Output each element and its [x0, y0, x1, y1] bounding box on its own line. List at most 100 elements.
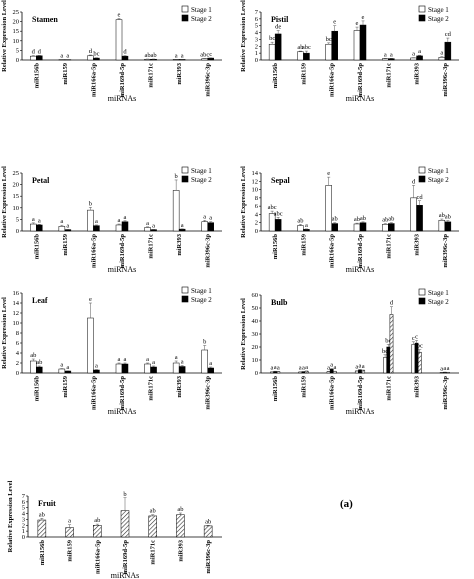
chart-title: Pistil [271, 15, 289, 24]
x-tick-label: miR396c-3p [442, 376, 449, 410]
bar [121, 55, 129, 61]
bar [382, 58, 389, 61]
legend-label: Stage 2 [428, 176, 449, 184]
bar [30, 223, 37, 232]
x-axis-label: miRNAs [346, 407, 374, 416]
significance-label: a [66, 364, 69, 371]
significance-label: ab [354, 216, 360, 223]
chart-title: Sepal [271, 176, 290, 185]
significance-label: a [440, 50, 443, 57]
x-tick-label: miR166a-5p [90, 234, 97, 268]
significance-label: bc [385, 337, 391, 344]
significance-label: a [124, 214, 127, 221]
significance-label: a [299, 365, 302, 372]
y-tick-label: 8 [255, 195, 258, 202]
significance-label: c [209, 51, 212, 58]
significance-label: a [305, 364, 308, 371]
legend-swatch [418, 5, 426, 13]
y-tick-label: 3 [22, 516, 25, 523]
y-tick-label: 10 [252, 187, 259, 194]
chart-petal: Relative Expression Level 0 5 10 15 20 25 Petal… [1, 166, 222, 274]
y-tick-label: 14 [13, 300, 20, 307]
x-tick-label: miR169d-5p [357, 63, 364, 98]
significance-label: a [175, 52, 178, 59]
significance-label: a [412, 51, 415, 58]
chart-title: Leaf [32, 296, 48, 305]
chart-title: Bulb [271, 298, 288, 307]
significance-label: a [95, 218, 98, 225]
bar [203, 525, 213, 538]
bar [93, 369, 100, 374]
bar [326, 371, 331, 374]
bar [270, 371, 274, 374]
legend-swatch [418, 14, 426, 22]
legend-label: Stage 2 [428, 298, 449, 306]
x-tick-label: miR171c [148, 234, 155, 259]
significance-label: d [412, 178, 416, 185]
bar [201, 221, 208, 232]
significance-label: b [175, 173, 178, 180]
bar [388, 58, 395, 61]
bar [150, 229, 157, 232]
bar [36, 55, 43, 61]
bar [201, 349, 208, 374]
bar [30, 55, 37, 61]
bar [410, 57, 417, 61]
bar [115, 363, 123, 374]
x-axis-label: miRNAs [346, 94, 374, 103]
x-tick-label: miR159 [62, 375, 69, 397]
bar [353, 223, 361, 232]
bar [178, 366, 186, 374]
bar [382, 224, 389, 232]
x-axis-label: miRNAs [108, 407, 136, 416]
bar [87, 317, 94, 374]
chart-title: Stamen [32, 15, 58, 24]
y-tick-label: 4 [255, 30, 259, 37]
y-axis-label: Relative Expression Level [240, 166, 247, 238]
y-tick-label: 0 [22, 534, 25, 541]
legend-label: Stage 1 [191, 167, 212, 175]
y-tick-label: 3 [255, 36, 258, 43]
significance-label: ab [205, 518, 211, 525]
x-tick-label: miR169d-5p [119, 63, 126, 98]
bar [172, 190, 180, 232]
chart-fruit: Relative Expression Level 01234567Fruitab… [7, 480, 222, 579]
x-tick-label: miR159 [300, 375, 307, 397]
significance-label: a [447, 365, 450, 372]
x-tick-label: miR393 [414, 233, 421, 255]
y-tick-label: 16 [13, 290, 20, 297]
significance-label: e [333, 19, 336, 26]
bar [37, 519, 47, 538]
y-tick-label: 1 [255, 50, 258, 57]
y-tick-label: 4 [16, 350, 20, 357]
significance-label: a [60, 53, 63, 60]
bar [411, 344, 416, 374]
significance-label: abc [302, 44, 311, 51]
chart-leaf: Relative Expression Level 0 2 4 6 8 10 12 14 16 Le… [1, 286, 222, 416]
significance-label: ab [445, 214, 451, 221]
significance-label: ab [297, 44, 303, 51]
bar [121, 221, 129, 232]
bar [93, 57, 100, 61]
legend-label: Stage 1 [191, 6, 212, 14]
bar [176, 514, 185, 538]
y-tick-label: 14 [252, 170, 259, 177]
bar [416, 205, 423, 232]
legend-swatch [418, 175, 426, 183]
significance-label: a [181, 222, 184, 229]
x-tick-label: miR393 [414, 62, 421, 84]
significance-label: a [302, 364, 305, 371]
significance-label: ab [439, 212, 445, 219]
y-tick-label: 15 [13, 193, 20, 200]
x-tick-label: miR171c [148, 63, 155, 88]
y-tick-label: 20 [252, 344, 259, 351]
bar [64, 370, 72, 374]
significance-label: ab [94, 517, 100, 524]
significance-label: a [118, 356, 121, 363]
significance-label: a [277, 364, 280, 371]
y-tick-label: 30 [252, 331, 259, 338]
significance-label: bc [269, 35, 275, 42]
x-tick-label: miR171c [148, 376, 155, 401]
bar [207, 57, 214, 61]
legend-swatch [181, 295, 189, 303]
